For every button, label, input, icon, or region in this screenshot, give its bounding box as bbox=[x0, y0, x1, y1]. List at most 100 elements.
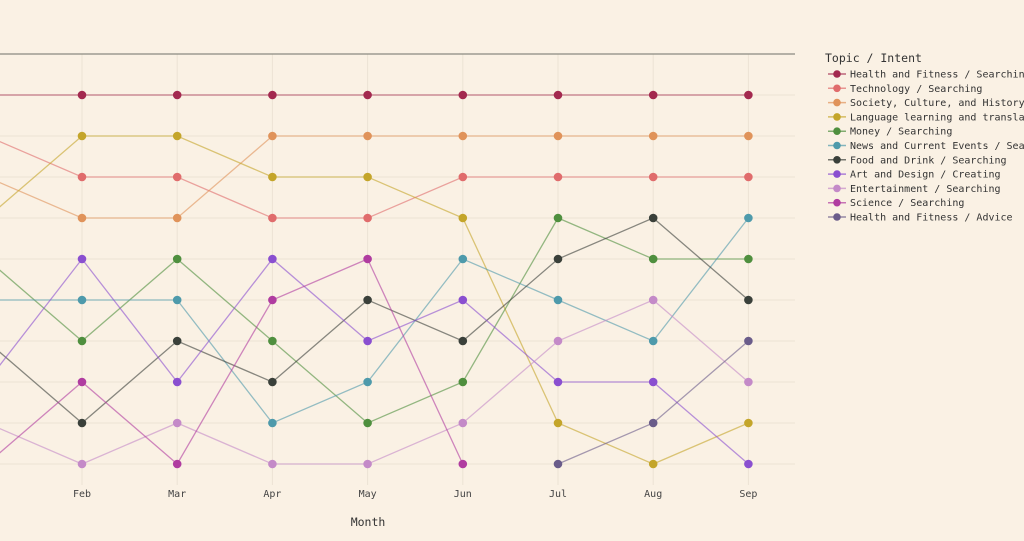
grid bbox=[0, 54, 795, 485]
x-tick-label: May bbox=[359, 489, 377, 500]
data-point bbox=[172, 336, 182, 346]
data-point bbox=[744, 377, 753, 387]
data-point bbox=[648, 172, 658, 182]
legend-swatch-marker bbox=[833, 127, 841, 135]
data-point bbox=[458, 131, 468, 141]
legend-item[interactable]: Money / Searching bbox=[850, 127, 952, 138]
data-point bbox=[553, 295, 563, 305]
data-point bbox=[363, 336, 372, 346]
data-point bbox=[363, 459, 372, 469]
data-point bbox=[268, 90, 277, 100]
legend-swatch-marker bbox=[833, 84, 841, 93]
legend-swatch-marker bbox=[833, 98, 841, 107]
data-point bbox=[458, 172, 468, 182]
legend-swatch-marker bbox=[833, 141, 841, 150]
data-point bbox=[77, 295, 87, 305]
data-point bbox=[458, 254, 468, 264]
data-point bbox=[648, 336, 658, 346]
data-point bbox=[172, 213, 182, 223]
data-point bbox=[458, 295, 468, 305]
data-point bbox=[363, 254, 372, 264]
data-point bbox=[553, 131, 563, 141]
data-point bbox=[744, 336, 753, 346]
data-point bbox=[363, 90, 372, 100]
data-point bbox=[744, 418, 753, 428]
legend-swatch-marker bbox=[833, 198, 841, 207]
series-lines bbox=[0, 94, 749, 466]
data-point bbox=[744, 254, 753, 264]
data-point bbox=[77, 131, 87, 141]
data-point bbox=[648, 90, 658, 100]
x-tick-label: Apr bbox=[263, 489, 281, 500]
x-tick-label: Jun bbox=[454, 489, 472, 500]
data-point bbox=[648, 131, 658, 141]
data-point bbox=[648, 418, 658, 428]
legend-item[interactable]: Food and Drink / Searching bbox=[850, 155, 1007, 166]
legend-item[interactable]: News and Current Events / Searc bbox=[850, 141, 1024, 152]
data-point bbox=[172, 295, 182, 305]
data-point bbox=[268, 336, 277, 346]
data-point bbox=[77, 90, 87, 100]
data-point bbox=[553, 172, 563, 182]
data-point bbox=[268, 131, 277, 141]
data-point bbox=[172, 377, 182, 387]
data-point bbox=[458, 377, 468, 387]
data-point bbox=[744, 172, 753, 182]
x-tick-label: Sep bbox=[739, 489, 757, 500]
data-point bbox=[77, 172, 87, 182]
data-point bbox=[172, 172, 182, 182]
data-point bbox=[77, 254, 87, 264]
data-point bbox=[648, 254, 658, 264]
data-point bbox=[553, 254, 563, 264]
legend: Topic / Intent Health and Fitness / Sear… bbox=[825, 51, 1024, 224]
data-point bbox=[268, 172, 277, 182]
data-point bbox=[363, 131, 372, 141]
data-point bbox=[172, 254, 182, 264]
series-line bbox=[0, 258, 464, 466]
legend-item[interactable]: Entertainment / Searching bbox=[850, 184, 1001, 195]
data-point bbox=[553, 418, 563, 428]
data-point bbox=[458, 90, 468, 100]
x-tick-labels: Feb Mar Apr May Jun Jul Aug Sep bbox=[73, 489, 757, 500]
legend-swatch-marker bbox=[833, 156, 841, 164]
legend-item[interactable]: Language learning and translati bbox=[850, 112, 1024, 123]
series-line bbox=[0, 217, 749, 424]
data-point bbox=[458, 459, 468, 469]
x-axis-title: Month bbox=[351, 515, 386, 529]
data-point bbox=[77, 336, 87, 346]
data-point bbox=[553, 213, 563, 223]
legend-item[interactable]: Science / Searching bbox=[850, 198, 964, 209]
legend-item[interactable]: Society, Culture, and History / bbox=[850, 98, 1024, 109]
data-point bbox=[268, 213, 277, 223]
data-point bbox=[363, 213, 372, 223]
data-point bbox=[648, 459, 658, 469]
series-line bbox=[0, 257, 749, 465]
data-point bbox=[553, 336, 563, 346]
data-point bbox=[268, 377, 277, 387]
legend-item[interactable]: Health and Fitness / Advice bbox=[850, 213, 1013, 224]
data-point bbox=[172, 131, 182, 141]
data-point bbox=[77, 418, 87, 428]
data-point bbox=[363, 418, 372, 428]
legend-item[interactable]: Art and Design / Creating bbox=[850, 170, 1001, 181]
legend-swatch-marker bbox=[833, 113, 841, 121]
x-tick-label: Feb bbox=[73, 489, 91, 500]
data-point bbox=[268, 418, 277, 428]
legend-item[interactable]: Technology / Searching bbox=[850, 84, 982, 95]
data-point bbox=[553, 90, 563, 100]
data-point bbox=[458, 213, 468, 223]
data-point bbox=[77, 459, 87, 469]
data-point bbox=[363, 172, 372, 182]
series-line bbox=[0, 217, 749, 424]
x-tick-label: Aug bbox=[644, 489, 662, 500]
legend-swatch-marker bbox=[833, 70, 841, 78]
legend-item[interactable]: Health and Fitness / Searching bbox=[850, 70, 1024, 81]
data-point bbox=[648, 377, 658, 387]
legend-swatch-marker bbox=[833, 170, 841, 178]
data-point bbox=[458, 418, 468, 428]
data-point bbox=[744, 459, 753, 469]
legend-swatch-marker bbox=[833, 213, 841, 221]
data-point bbox=[744, 131, 753, 141]
data-point bbox=[172, 418, 182, 428]
